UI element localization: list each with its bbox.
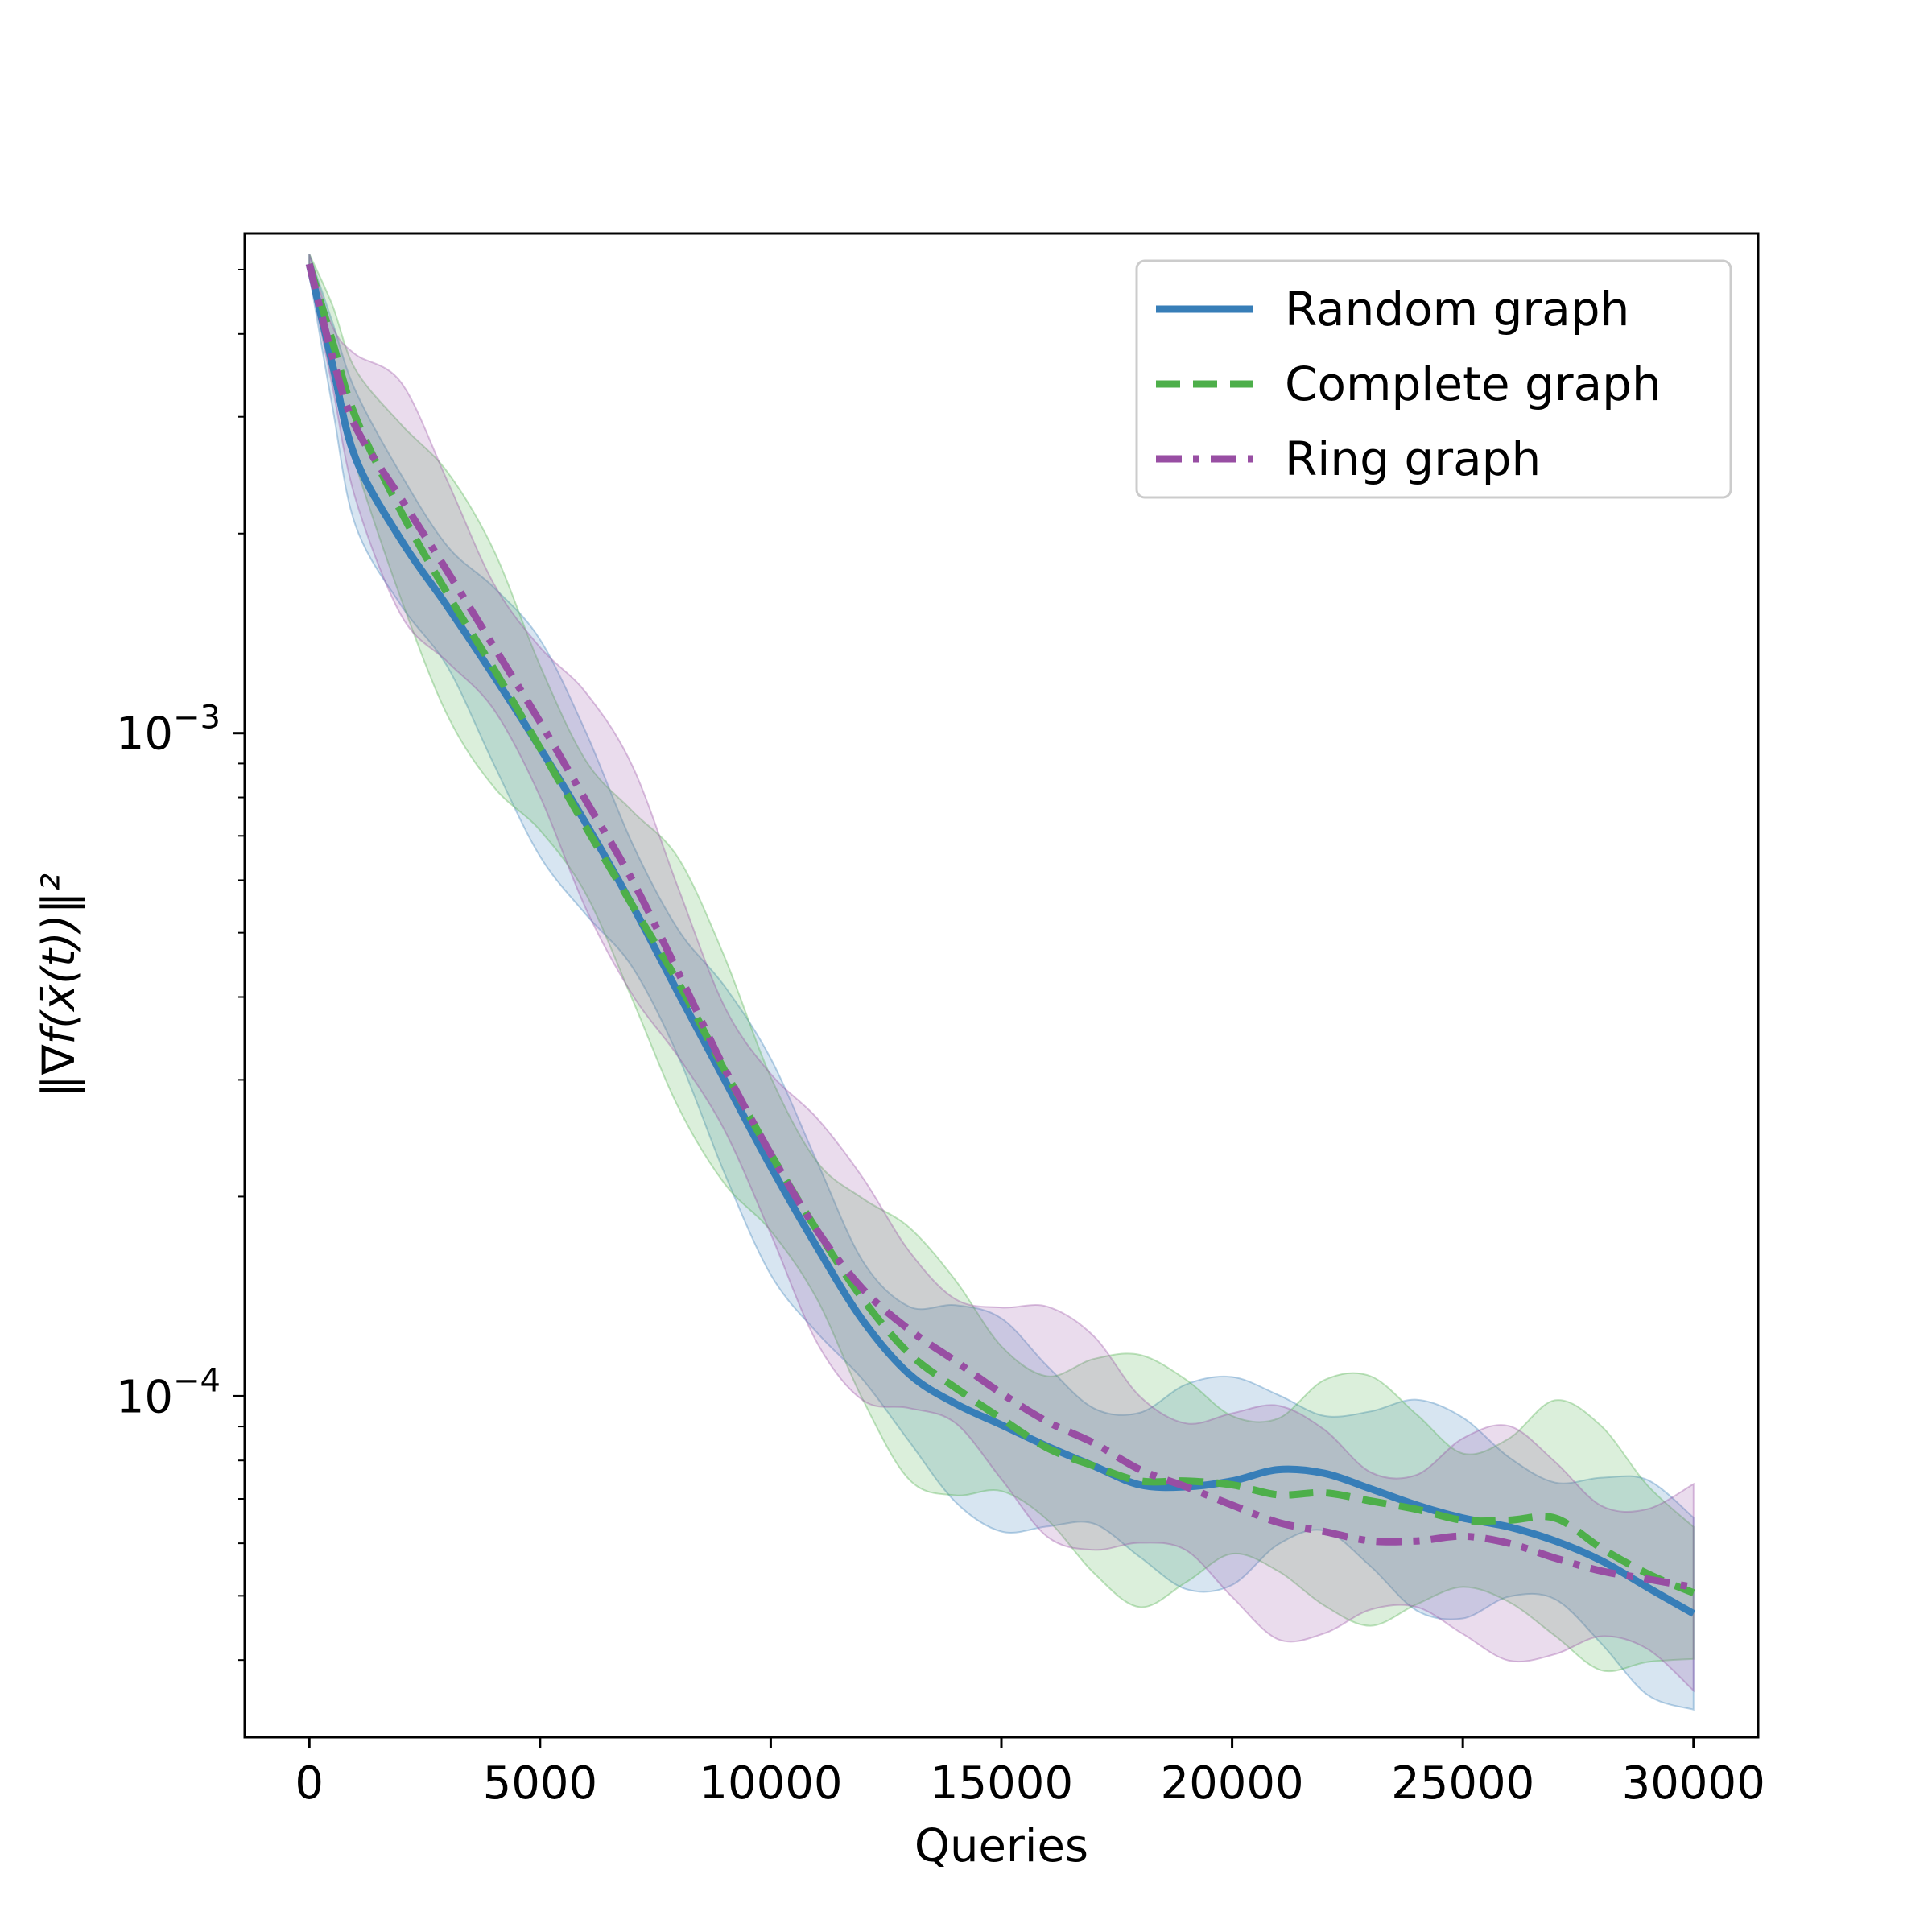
x-tick-label: 0 <box>295 1757 324 1810</box>
y-tick-label: 10−4 <box>116 1362 221 1423</box>
confidence-bands <box>308 254 1695 1711</box>
series-line-3 <box>305 262 1695 1591</box>
y-axis: 10−3 10−4 <box>116 268 245 1662</box>
x-tick-label: 10000 <box>699 1757 842 1810</box>
legend: Random graph Complete graph Ring graph <box>1135 259 1732 499</box>
x-tick-label: 15000 <box>930 1757 1073 1810</box>
legend-label-3: Ring graph <box>1285 431 1541 486</box>
legend-box <box>1135 259 1732 499</box>
x-tick-label: 25000 <box>1391 1757 1534 1810</box>
series-line-2 <box>305 262 1695 1596</box>
y-axis-label: ‖∇f(x̄(t))‖² <box>33 873 85 1097</box>
x-tick-label: 20000 <box>1161 1757 1304 1810</box>
band-2 <box>308 254 1695 1673</box>
band-1 <box>308 254 1695 1711</box>
legend-label-2: Complete graph <box>1285 357 1662 411</box>
x-axis-label: Queries <box>914 1820 1088 1872</box>
series-line-1 <box>305 262 1696 1617</box>
legend-label-1: Random graph <box>1285 282 1629 336</box>
band-3 <box>308 254 1695 1693</box>
x-axis: 0 5000 10000 15000 20000 25000 30000 <box>295 1737 1765 1810</box>
x-tick-label: 5000 <box>483 1757 598 1810</box>
y-tick-label: 10−3 <box>116 700 221 761</box>
x-tick-label: 30000 <box>1622 1757 1765 1810</box>
series-lines <box>305 262 1696 1617</box>
